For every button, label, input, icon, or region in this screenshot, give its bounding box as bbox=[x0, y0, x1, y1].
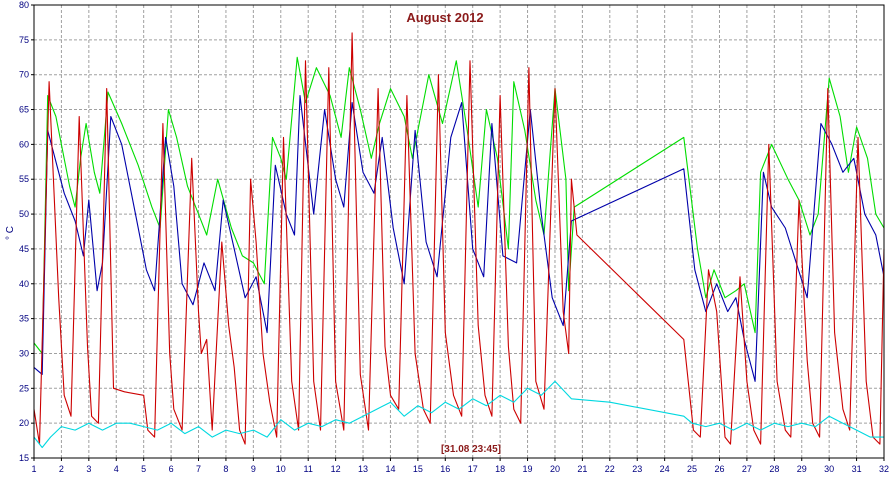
x-tick-label: 25 bbox=[687, 464, 697, 474]
y-tick-label: 35 bbox=[19, 314, 29, 324]
y-axis-label: ° C bbox=[5, 226, 16, 240]
x-tick-label: 21 bbox=[577, 464, 587, 474]
x-tick-label: 15 bbox=[413, 464, 423, 474]
x-tick-label: 10 bbox=[276, 464, 286, 474]
x-tick-label: 28 bbox=[769, 464, 779, 474]
x-tick-label: 31 bbox=[852, 464, 862, 474]
x-tick-label: 17 bbox=[468, 464, 478, 474]
series-line-2 bbox=[33, 95, 885, 382]
x-tick-label: 5 bbox=[141, 464, 146, 474]
y-tick-label: 65 bbox=[19, 105, 29, 115]
x-tick-label: 29 bbox=[797, 464, 807, 474]
y-tick-label: 45 bbox=[19, 244, 29, 254]
series-line-3 bbox=[33, 32, 885, 445]
x-tick-label: 32 bbox=[879, 464, 889, 474]
y-tick-label: 15 bbox=[19, 453, 29, 463]
chart-title: August 2012 bbox=[406, 10, 483, 25]
y-tick-labels: 15 20 25 30 35 40 45 50 55 60 65 70 75 80 bbox=[19, 0, 34, 463]
x-tick-label: 12 bbox=[331, 464, 341, 474]
x-tick-label: 26 bbox=[714, 464, 724, 474]
x-tick-label: 14 bbox=[385, 464, 395, 474]
series-line-1 bbox=[33, 56, 885, 355]
x-tick-label: 3 bbox=[86, 464, 91, 474]
x-tick-labels: 1 2 3 4 5 6 7 8 9 10 11 12 13 14 15 16 17 18 19 20 21 22 23 24 2… bbox=[31, 458, 889, 474]
plot-frame bbox=[33, 4, 885, 459]
y-tick-label: 30 bbox=[19, 348, 29, 358]
y-tick-label: 25 bbox=[19, 383, 29, 393]
x-tick-label: 6 bbox=[169, 464, 174, 474]
x-tick-label: 7 bbox=[196, 464, 201, 474]
x-tick-label: 11 bbox=[304, 464, 313, 474]
x-tick-label: 2 bbox=[59, 464, 64, 474]
y-tick-label: 55 bbox=[19, 174, 29, 184]
x-tick-label: 20 bbox=[550, 464, 560, 474]
x-tick-label: 30 bbox=[824, 464, 834, 474]
x-tick-label: 1 bbox=[31, 464, 36, 474]
x-tick-label: 4 bbox=[114, 464, 119, 474]
x-tick-label: 24 bbox=[660, 464, 670, 474]
x-tick-label: 27 bbox=[742, 464, 752, 474]
x-tick-label: 22 bbox=[605, 464, 615, 474]
x-tick-label: 18 bbox=[495, 464, 505, 474]
timestamp-label: [31.08 23:45] bbox=[441, 444, 501, 455]
x-tick-label: 16 bbox=[440, 464, 450, 474]
y-tick-label: 75 bbox=[19, 35, 29, 45]
x-tick-label: 13 bbox=[358, 464, 368, 474]
x-tick-label: 19 bbox=[523, 464, 533, 474]
series-layer bbox=[33, 32, 885, 449]
y-tick-label: 60 bbox=[19, 139, 29, 149]
y-tick-label: 50 bbox=[19, 209, 29, 219]
x-tick-label: 23 bbox=[632, 464, 642, 474]
y-tick-label: 40 bbox=[19, 279, 29, 289]
series-line-4 bbox=[33, 380, 884, 449]
y-tick-label: 80 bbox=[19, 0, 29, 10]
y-tick-label: 70 bbox=[19, 70, 29, 80]
x-tick-label: 9 bbox=[251, 464, 256, 474]
y-tick-label: 20 bbox=[19, 418, 29, 428]
x-tick-label: 8 bbox=[223, 464, 228, 474]
